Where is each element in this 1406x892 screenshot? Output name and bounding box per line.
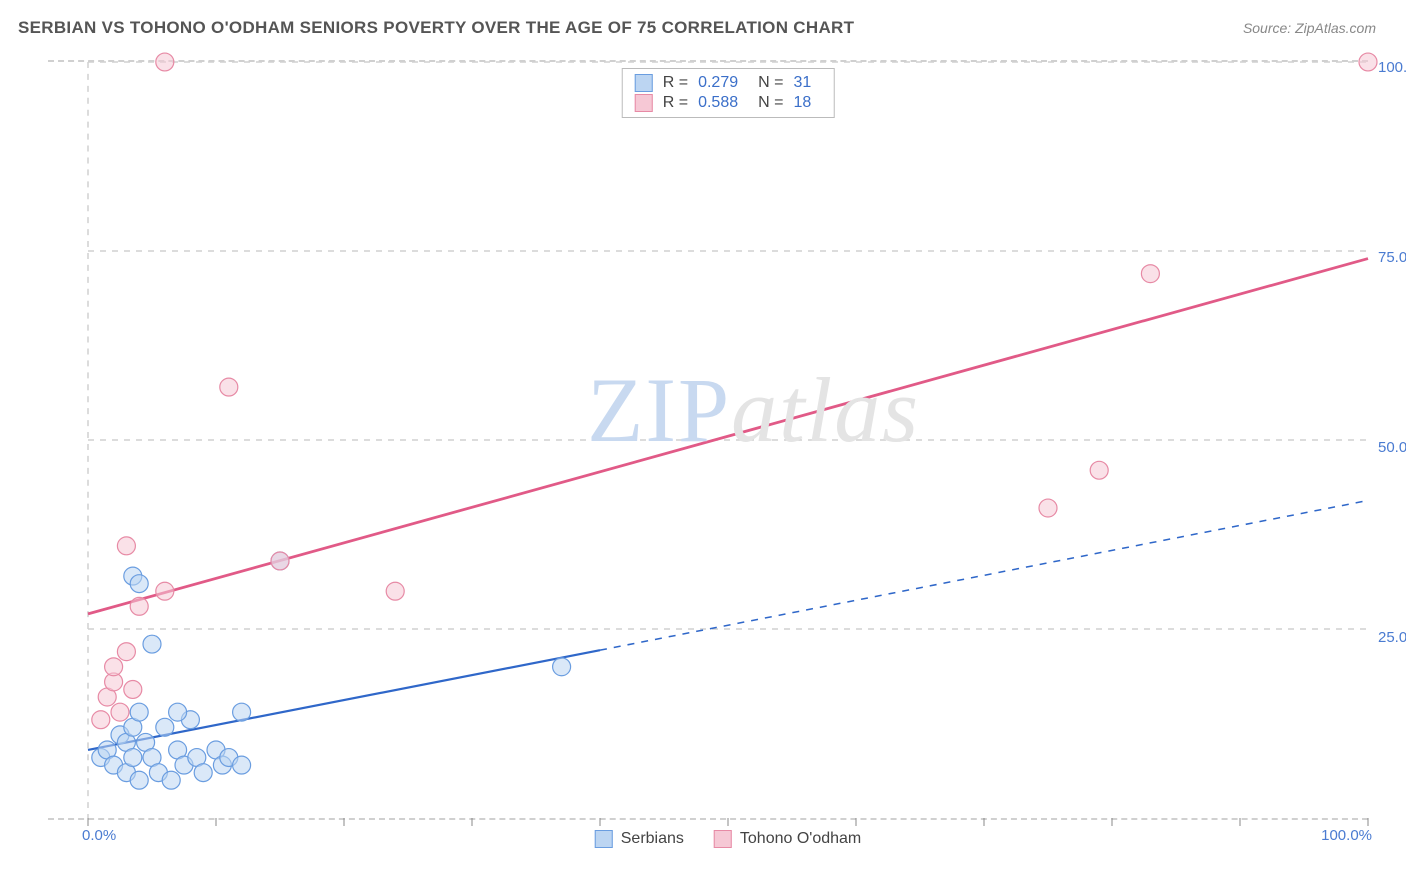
legend-r-label: R = [663,74,688,92]
legend-swatch-icon [714,830,732,848]
x-tick-label-min: 0.0% [82,827,116,844]
x-tick-label-max: 100.0% [1321,827,1372,844]
chart-svg [88,62,1368,818]
legend-n-value-1: 18 [793,94,811,112]
legend-swatch-icon [595,830,613,848]
chart-title: SERBIAN VS TOHONO O'ODHAM SENIORS POVERT… [18,18,854,38]
legend-n-label: N = [758,74,783,92]
legend-r-value-1: 0.588 [698,94,738,112]
y-tick-label: 75.0% [1378,249,1406,266]
chart-area: ZIPatlas R = 0.279 N = 31 R = 0.588 N = … [48,60,1368,820]
legend-n-label: N = [758,94,783,112]
legend-series: Serbians Tohono O'odham [595,830,862,848]
legend-n-value-0: 31 [793,74,811,92]
plot-region: ZIPatlas R = 0.279 N = 31 R = 0.588 N = … [88,62,1368,818]
source-label: Source: ZipAtlas.com [1243,20,1376,36]
legend-r-value-0: 0.279 [698,74,738,92]
legend-item-serbians: Serbians [595,830,684,848]
y-tick-label: 25.0% [1378,629,1406,646]
legend-r-label: R = [663,94,688,112]
y-tick-label: 50.0% [1378,439,1406,456]
legend-label-serbians: Serbians [621,830,684,848]
legend-item-tohono: Tohono O'odham [714,830,861,848]
legend-swatch-tohono [635,94,653,112]
legend-swatch-serbians [635,74,653,92]
legend-stats-row-0: R = 0.279 N = 31 [635,73,822,93]
legend-label-tohono: Tohono O'odham [740,830,861,848]
y-tick-label: 100.0% [1378,59,1406,76]
legend-stats: R = 0.279 N = 31 R = 0.588 N = 18 [622,68,835,118]
legend-stats-row-1: R = 0.588 N = 18 [635,93,822,113]
